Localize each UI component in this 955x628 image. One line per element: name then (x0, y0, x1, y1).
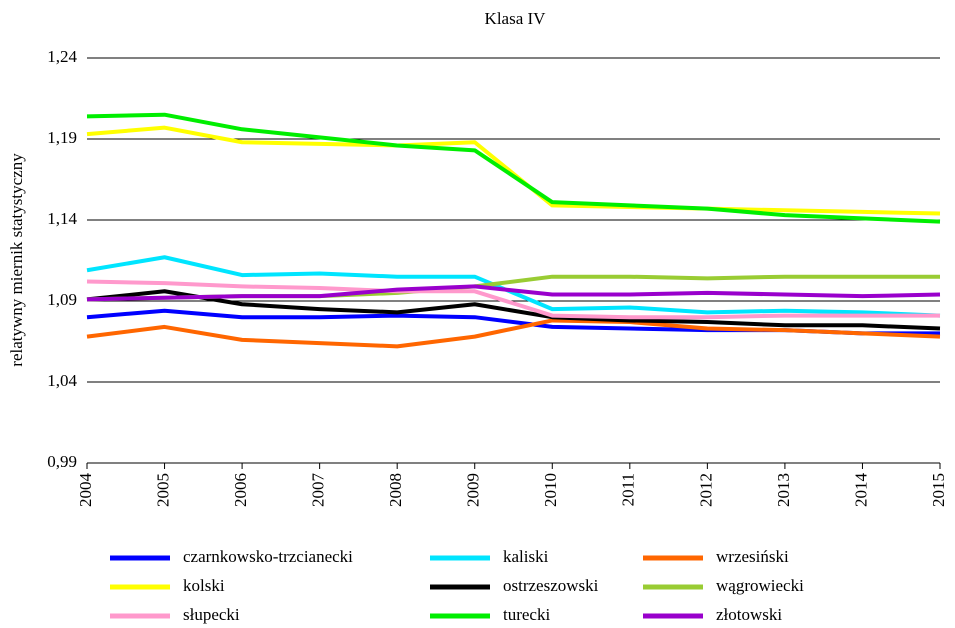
series-line (86, 284, 941, 302)
x-tick-label: 2008 (386, 473, 405, 507)
x-tick-label: 2009 (464, 473, 483, 507)
chart-title: Klasa IV (485, 9, 547, 28)
y-tick-label: 1,19 (47, 128, 77, 147)
x-tick-label: 2004 (76, 473, 95, 508)
y-tick-label: 1,14 (47, 209, 77, 228)
legend-label: kolski (183, 576, 225, 595)
series-line (86, 125, 941, 216)
y-tick-label: 1,04 (47, 371, 77, 390)
series-line (86, 289, 941, 331)
x-tick-label: 2007 (309, 473, 328, 508)
legend-label: złotowski (716, 605, 782, 624)
legend-label: turecki (503, 605, 550, 624)
legend-label: czarnkowsko-trzcianecki (183, 547, 353, 566)
legend-label: wągrowiecki (716, 576, 804, 595)
legend-label: ostrzeszowski (503, 576, 599, 595)
y-tick-label: 1,09 (47, 290, 77, 309)
x-tick-label: 2005 (153, 473, 172, 507)
series-line (86, 279, 940, 320)
series-line (86, 318, 941, 349)
legend-label: kaliski (503, 547, 549, 566)
x-tick-label: 2015 (929, 473, 948, 507)
x-tick-label: 2013 (774, 473, 793, 507)
y-tick-label: 0,99 (47, 452, 77, 471)
y-axis-label: relatywny miernik statystyczny (7, 153, 26, 367)
y-tick-label: 1,24 (47, 47, 77, 66)
legend-label: słupecki (183, 605, 240, 624)
x-tick-label: 2011 (619, 473, 638, 506)
series-line (86, 255, 941, 318)
x-tick-label: 2012 (696, 473, 715, 507)
series-line (86, 112, 941, 224)
x-tick-label: 2006 (231, 473, 250, 507)
legend-label: wrzesiński (716, 547, 789, 566)
x-tick-label: 2014 (851, 473, 870, 508)
x-tick-label: 2010 (541, 473, 560, 507)
